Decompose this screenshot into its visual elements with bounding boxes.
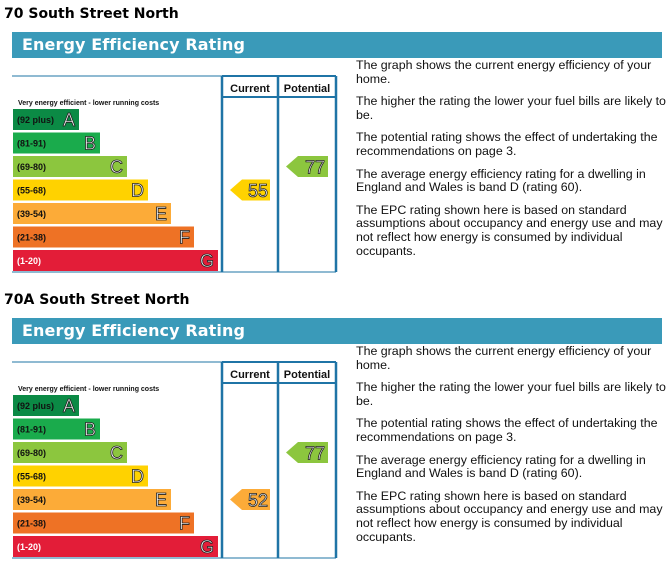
- band-letter: G: [200, 537, 214, 557]
- band-range-label: (39-54): [17, 209, 46, 219]
- rating-band-e: (39-54) E: [13, 489, 171, 510]
- potential-rating-value: 77: [305, 158, 325, 178]
- potential-rating-value: 77: [305, 444, 325, 464]
- explanation-notes: The graph shows the current energy effic…: [356, 344, 668, 553]
- current-column-header: Current: [230, 83, 270, 95]
- potential-column-header: Potential: [284, 83, 330, 95]
- band-bar-a: [13, 109, 79, 130]
- band-bar-d: [13, 465, 148, 487]
- band-range-label: (55-68): [17, 186, 46, 196]
- band-letter: E: [155, 204, 167, 224]
- potential-arrow: [286, 156, 328, 177]
- scale-top-label: Very energy efficient - lower running co…: [18, 386, 159, 393]
- rating-band-e: (39-54) E: [13, 203, 171, 224]
- rating-band-g: (1-20) G: [13, 250, 218, 271]
- rating-banner: Energy Efficiency Rating: [12, 32, 662, 58]
- band-bar-g: [13, 250, 218, 271]
- band-letter: G: [200, 251, 214, 271]
- band-range-label: (55-68): [17, 472, 46, 482]
- band-range-label: (21-38): [17, 519, 46, 529]
- note-paragraph: The potential rating shows the effect of…: [356, 130, 658, 158]
- band-range-label: (92 plus): [17, 115, 54, 125]
- rating-band-b: (81-91) B: [13, 418, 100, 440]
- note-paragraph: The EPC rating shown here is based on st…: [356, 488, 663, 544]
- rating-band-c: (69-80) C: [13, 156, 127, 177]
- property-title: 70 South Street North: [4, 6, 179, 22]
- note-paragraph: The potential rating shows the effect of…: [356, 416, 658, 444]
- band-letter: C: [110, 157, 123, 177]
- band-letter: A: [63, 396, 75, 416]
- potential-arrow: [286, 442, 328, 463]
- band-range-label: (1-20): [17, 542, 41, 552]
- note-paragraph: The higher the rating the lower your fue…: [356, 94, 666, 122]
- energy-rating-chart: Current Potential Very energy efficient - …: [12, 75, 338, 273]
- epc-section-1: 70 South Street North Energy Efficiency …: [0, 6, 670, 288]
- current-rating-value: 52: [248, 491, 268, 511]
- band-bar-a: [13, 395, 79, 416]
- band-range-label: (81-91): [17, 425, 46, 435]
- band-bar-d: [13, 179, 148, 201]
- note-paragraph: The average energy efficiency rating for…: [356, 452, 646, 481]
- current-arrow: [230, 179, 270, 201]
- rating-band-f: (21-38) F: [13, 512, 194, 534]
- rating-band-d: (55-68) D: [13, 465, 148, 487]
- current-rating-value: 55: [248, 181, 268, 201]
- band-letter: E: [155, 490, 167, 510]
- epc-section-2: 70A South Street North Energy Efficiency…: [0, 292, 670, 568]
- band-letter: C: [110, 443, 123, 463]
- band-range-label: (69-80): [17, 162, 46, 172]
- note-paragraph: The graph shows the current energy effic…: [356, 58, 652, 86]
- band-bar-f: [13, 512, 194, 534]
- note-paragraph: The graph shows the current energy effic…: [356, 344, 652, 372]
- band-letter: B: [84, 420, 96, 440]
- rating-banner: Energy Efficiency Rating: [12, 318, 662, 344]
- band-letter: A: [63, 110, 75, 130]
- band-bar-e: [13, 203, 171, 224]
- band-letter: F: [179, 514, 190, 534]
- explanation-notes: The graph shows the current energy effic…: [356, 58, 668, 267]
- current-column-header: Current: [230, 369, 270, 381]
- potential-column-header: Potential: [284, 369, 330, 381]
- rating-band-a: (92 plus) A: [13, 395, 79, 416]
- band-bar-g: [13, 536, 218, 557]
- band-range-label: (81-91): [17, 139, 46, 149]
- band-bar-e: [13, 489, 171, 510]
- band-letter: D: [131, 181, 144, 201]
- band-range-label: (92 plus): [17, 401, 54, 411]
- rating-band-a: (92 plus) A: [13, 109, 79, 130]
- band-bar-b: [13, 132, 100, 154]
- band-letter: D: [131, 467, 144, 487]
- band-bar-c: [13, 442, 127, 463]
- band-range-label: (69-80): [17, 448, 46, 458]
- band-range-label: (1-20): [17, 256, 41, 266]
- band-bar-b: [13, 418, 100, 440]
- note-paragraph: The EPC rating shown here is based on st…: [356, 202, 663, 258]
- rating-band-c: (69-80) C: [13, 442, 127, 463]
- scale-top-label: Very energy efficient - lower running co…: [18, 100, 159, 107]
- rating-band-d: (55-68) D: [13, 179, 148, 201]
- note-paragraph: The average energy efficiency rating for…: [356, 166, 646, 195]
- band-letter: B: [84, 134, 96, 154]
- band-letter: F: [179, 228, 190, 248]
- band-bar-f: [13, 226, 194, 248]
- note-paragraph: The higher the rating the lower your fue…: [356, 380, 666, 408]
- band-range-label: (39-54): [17, 495, 46, 505]
- energy-rating-chart: Current Potential Very energy efficient - …: [12, 361, 338, 559]
- rating-band-f: (21-38) F: [13, 226, 194, 248]
- rating-band-b: (81-91) B: [13, 132, 100, 154]
- property-title: 70A South Street North: [4, 292, 190, 308]
- rating-band-g: (1-20) G: [13, 536, 218, 557]
- band-range-label: (21-38): [17, 233, 46, 243]
- current-arrow: [230, 489, 270, 510]
- band-bar-c: [13, 156, 127, 177]
